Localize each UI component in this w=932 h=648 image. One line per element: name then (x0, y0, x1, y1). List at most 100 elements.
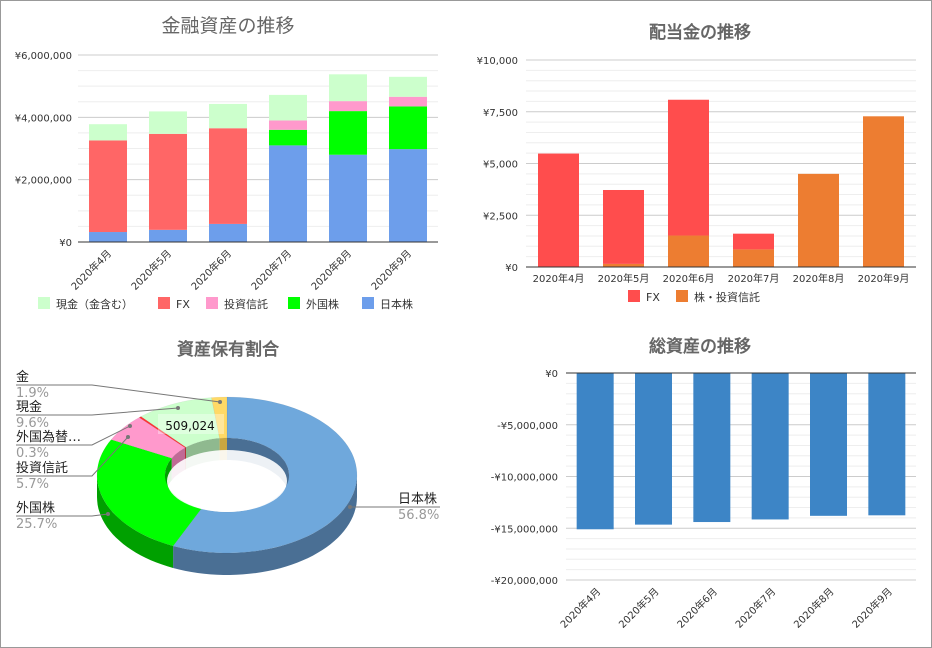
bar-segment (329, 101, 367, 112)
y-tick-label: ¥0 (505, 263, 518, 274)
bar (576, 373, 614, 530)
assets-stacked-bar-chart: ¥0 ¥2,000,000 ¥4,000,000 ¥6,000,000 2020年4月 2… (15, 51, 438, 311)
bar-segment (269, 129, 307, 146)
x-tick-label: 2020年7月 (728, 272, 780, 285)
bar (868, 373, 906, 516)
x-tick-label: 2020年9月 (849, 585, 895, 631)
leader-dot (348, 505, 352, 509)
bar-segment (329, 154, 367, 242)
bar-segment (733, 249, 774, 267)
legend-label: 現金（金含む） (56, 297, 133, 311)
slice-percent-label: 1.9% (16, 386, 49, 401)
allocation-chart-title: 資産保有割合 (177, 339, 280, 360)
leader-line (16, 407, 179, 416)
slice-name-label: 外国為替… (16, 429, 81, 445)
y-tick-label: -¥5,000,000 (497, 421, 558, 432)
slice-percent-label: 5.7% (16, 477, 49, 492)
leader-dot (128, 424, 132, 428)
bar-segment (863, 116, 904, 267)
x-tick-label: 2020年9月 (368, 247, 414, 293)
bar-segment (149, 111, 187, 134)
legend-label: FX (646, 291, 660, 304)
bar-segment (89, 232, 127, 242)
y-tick-label: ¥10,000 (477, 56, 518, 67)
legend-label: 外国株 (306, 297, 339, 311)
leader-line (16, 436, 129, 477)
x-tick-label: 2020年7月 (248, 247, 294, 293)
bar-segment (329, 74, 367, 102)
legend-swatch (158, 297, 170, 309)
bar-segment (798, 173, 839, 267)
legend-swatch (362, 297, 374, 309)
y-tick-label: ¥7,500 (483, 108, 518, 119)
slice-name-label: 日本株 (398, 492, 437, 507)
bar (635, 373, 672, 525)
x-tick-label: 2020年4月 (557, 585, 603, 631)
x-tick-label: 2020年9月 (858, 272, 910, 285)
x-tick-label: 2020年4月 (533, 272, 585, 285)
donut-hole (167, 450, 287, 512)
x-tick-label: 2020年5月 (128, 247, 174, 293)
x-tick-label: 2020年5月 (616, 585, 662, 631)
bar-segment (149, 133, 187, 230)
bar-segment (603, 263, 644, 267)
tooltip-value: 509,024 (165, 419, 215, 433)
bar-segment (209, 128, 247, 224)
y-tick-label: ¥0 (59, 238, 72, 249)
slice-name-label: 現金 (16, 399, 42, 415)
slice-name-label: 外国株 (16, 501, 55, 516)
legend-swatch (288, 297, 300, 309)
bar-segment (389, 96, 427, 107)
bar-segment (149, 229, 187, 242)
legend-swatch (206, 297, 218, 309)
donut-side-wall (173, 475, 357, 575)
x-tick-label: 2020年6月 (674, 585, 720, 631)
legend-swatch (628, 290, 640, 302)
legend-swatch (38, 297, 50, 309)
y-tick-label: ¥0 (545, 369, 558, 380)
x-tick-label: 2020年6月 (663, 272, 715, 285)
bar-segment (389, 149, 427, 242)
leader-dot (176, 406, 180, 410)
leader-line (16, 384, 221, 403)
bar-segment (733, 233, 774, 250)
bar-segment (668, 235, 709, 267)
legend-label: FX (176, 298, 190, 311)
legend-swatch (676, 290, 688, 302)
bar-segment (209, 103, 247, 129)
bar (751, 373, 789, 520)
dividend-stacked-bar-chart: ¥0 ¥2,500 ¥5,000 ¥7,500 ¥10,000 2020年4月 2020年5… (477, 56, 916, 304)
bar-segment (269, 120, 307, 130)
donut-slice (211, 396, 228, 439)
y-tick-label: -¥15,000,000 (491, 524, 558, 535)
y-tick-label: -¥10,000,000 (491, 473, 558, 484)
bar-segment (603, 189, 644, 264)
leader-dot (126, 435, 130, 439)
x-tick-label: 2020年5月 (598, 272, 650, 285)
bar-segment (538, 153, 579, 267)
bar-segment (89, 140, 127, 233)
leader-dot (106, 512, 110, 516)
bar-segment (329, 111, 367, 155)
y-tick-label: ¥4,000,000 (15, 113, 72, 124)
bar-segment (89, 124, 127, 141)
x-tick-label: 2020年6月 (188, 247, 234, 293)
slice-percent-label: 25.7% (16, 517, 57, 532)
y-tick-label: ¥6,000,000 (15, 51, 72, 62)
bar-segment (389, 76, 427, 97)
slice-name-label: 投資信託 (16, 460, 68, 476)
y-tick-label: ¥2,500 (483, 211, 518, 222)
x-tick-label: 2020年8月 (308, 247, 354, 293)
assets-chart-title: 金融資産の推移 (161, 15, 294, 37)
dividend-chart-title: 配当金の推移 (649, 22, 751, 43)
y-tick-label: -¥20,000,000 (491, 576, 558, 587)
leader-line (16, 513, 109, 517)
x-tick-label: 2020年4月 (68, 247, 114, 293)
bar-segment (209, 223, 247, 242)
y-tick-label: ¥5,000 (483, 160, 518, 171)
x-tick-label: 2020年8月 (791, 585, 837, 631)
tooltip-bg (158, 414, 224, 434)
